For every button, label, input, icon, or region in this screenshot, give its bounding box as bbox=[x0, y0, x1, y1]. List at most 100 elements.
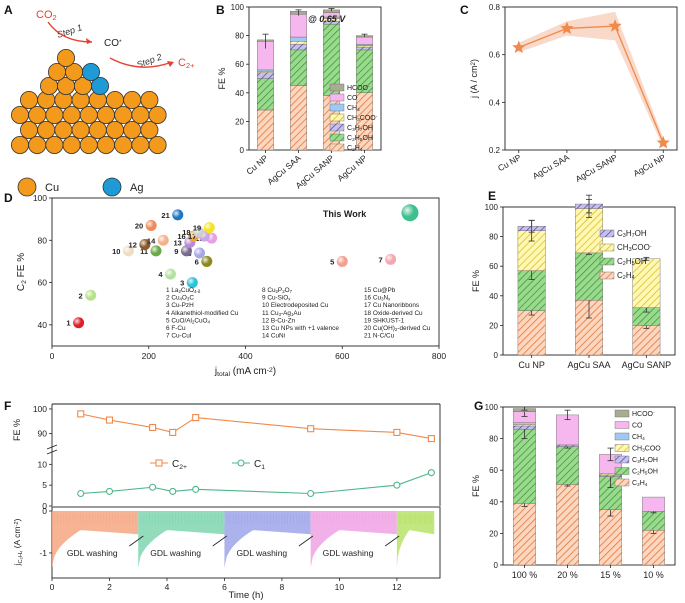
legend-label-CH3COO-: CH3COO- bbox=[617, 243, 652, 253]
top-y-axis-label: FE % bbox=[12, 419, 22, 441]
legend-swatch-CH3COO- bbox=[329, 113, 345, 122]
gdl-washing-label: GDL washing bbox=[236, 548, 287, 558]
step1-label: Step 1 bbox=[56, 22, 84, 40]
legend-swatch-CO bbox=[329, 93, 345, 102]
step1-arrowhead bbox=[86, 38, 92, 44]
x-tick-label: AgCu SANP bbox=[574, 152, 620, 184]
legend-swatch-HCOO- bbox=[329, 83, 345, 92]
data-point-shine bbox=[385, 253, 397, 265]
legend-swatch-C2H4 bbox=[614, 478, 630, 487]
cu-atom bbox=[71, 121, 90, 140]
x-tick-label: 20 % bbox=[557, 570, 578, 580]
y-tick-label: 5 bbox=[42, 480, 47, 490]
data-point-star bbox=[512, 40, 526, 54]
bar-segment-C2H4 bbox=[642, 530, 665, 566]
x-tick-label: 800 bbox=[432, 351, 446, 361]
bar-segment-CH3COO- bbox=[257, 71, 274, 73]
bar-segment-C3H7OH bbox=[556, 444, 579, 447]
data-point-shine bbox=[194, 247, 206, 259]
chart-C: 0.20.40.60.8j (A / cm2)Cu NP AgCu SAA AgCu… bbox=[469, 3, 678, 184]
bar-segment-CH4 bbox=[356, 43, 373, 46]
bar-segment-C2H4 bbox=[517, 310, 546, 356]
y-tick-label: 80 bbox=[38, 235, 48, 245]
x-tick-label: 0 bbox=[50, 582, 55, 592]
panel-letter-D: D bbox=[4, 191, 13, 205]
c2-label: C2+ bbox=[178, 57, 194, 70]
point-number: 20 bbox=[135, 221, 143, 230]
data-point-shine bbox=[172, 209, 184, 221]
current-segment bbox=[396, 511, 435, 570]
panel-letter-C: C bbox=[460, 3, 469, 17]
ag-atom bbox=[82, 63, 101, 82]
y-tick-label: 0.6 bbox=[489, 51, 501, 60]
cu-atom bbox=[114, 135, 133, 154]
voltage-annotation: @ 0.65 V bbox=[308, 14, 346, 24]
cu-atom bbox=[79, 106, 98, 125]
bar-segment-C2H4 bbox=[257, 109, 274, 151]
washing-arrow bbox=[298, 535, 314, 547]
legend-cu-label: Cu bbox=[45, 182, 59, 194]
cu-atom bbox=[97, 106, 116, 125]
panel-letter-F: F bbox=[4, 399, 11, 413]
point-number: 1 bbox=[66, 319, 70, 328]
cu-atom bbox=[131, 106, 150, 125]
reference-entry: 14 CuNi bbox=[262, 333, 285, 340]
x-tick-label: 12 bbox=[392, 582, 402, 592]
legend-swatch-C2H5OH bbox=[599, 257, 615, 266]
reference-entry: 6 F-Cu bbox=[166, 325, 186, 332]
legend-swatch-C3H7OH bbox=[329, 123, 345, 132]
this-work-label: This Work bbox=[323, 209, 367, 219]
cu-atom bbox=[45, 106, 64, 125]
data-point-star bbox=[656, 135, 670, 149]
chart-E: 0 20 40 60 80 100 FE % Cu NP AgCu SAA AgCu SANP C3… bbox=[471, 194, 676, 370]
data-point-shine bbox=[165, 268, 177, 280]
step2-arrowhead bbox=[167, 61, 174, 67]
data-point-shine bbox=[122, 245, 134, 257]
legend-label-C2H4: C2H4 bbox=[632, 480, 648, 488]
reference-entry: 16 Cu3Nx bbox=[364, 295, 391, 302]
x-tick-label: 10 % bbox=[643, 570, 664, 580]
legend-swatch-C2H5OH bbox=[329, 133, 345, 142]
cu-atom bbox=[10, 106, 30, 125]
x-tick-label: 600 bbox=[335, 351, 349, 361]
reference-entry: 3 Cu-PzH bbox=[166, 302, 194, 309]
y-tick-label: 40 bbox=[489, 498, 498, 507]
bar-segment-CO bbox=[642, 496, 665, 512]
cu-atom bbox=[28, 135, 47, 154]
cu-atom bbox=[148, 106, 167, 125]
bar-segment-CH3COO- bbox=[513, 424, 536, 427]
point-number: 13 bbox=[174, 238, 182, 247]
panel-letter-E: E bbox=[488, 189, 496, 203]
current-segment bbox=[52, 511, 139, 570]
legend-swatch-C3H7OH bbox=[614, 455, 630, 464]
point-number: 14 bbox=[147, 236, 156, 245]
bar-segment-C3H7OH bbox=[290, 43, 307, 51]
bar-segment-C2H4 bbox=[513, 503, 536, 566]
y-tick-label: 20 bbox=[489, 529, 498, 538]
data-point-shine bbox=[336, 255, 348, 267]
y-tick-label: 100 bbox=[485, 403, 499, 412]
y-tick-label: 0.4 bbox=[489, 98, 501, 107]
point-number: 18 bbox=[182, 228, 190, 237]
legend-label-HCOO-: HCOO- bbox=[347, 85, 370, 92]
reference-entry: 2 Cu4O3C bbox=[166, 295, 194, 302]
y-axis-label: FE % bbox=[471, 475, 481, 497]
y-axis-label: FE % bbox=[217, 67, 227, 89]
cu-atom bbox=[114, 106, 133, 125]
data-point-shine bbox=[150, 245, 162, 257]
data-point-shine bbox=[193, 226, 205, 238]
chart-G: 0 20 40 60 80 100 FE % 100 % 20 % 15 % 10 % HCOO- CO… bbox=[471, 403, 676, 580]
legend-swatch-C3H7OH bbox=[599, 229, 615, 238]
cu-atom bbox=[19, 121, 39, 140]
data-point-shine bbox=[139, 239, 151, 251]
bar-segment-CH3COO- bbox=[517, 230, 546, 271]
data-point-shine bbox=[203, 222, 215, 234]
bottom-y-axis-label: jC₂H₄ (A cm-2) bbox=[12, 518, 24, 566]
data-point-square bbox=[149, 423, 157, 432]
point-number: 16 bbox=[177, 232, 185, 241]
cu-atom bbox=[57, 49, 76, 68]
x-tick-label: AgCu NP bbox=[335, 153, 369, 184]
y-tick-label: -1 bbox=[39, 548, 47, 558]
